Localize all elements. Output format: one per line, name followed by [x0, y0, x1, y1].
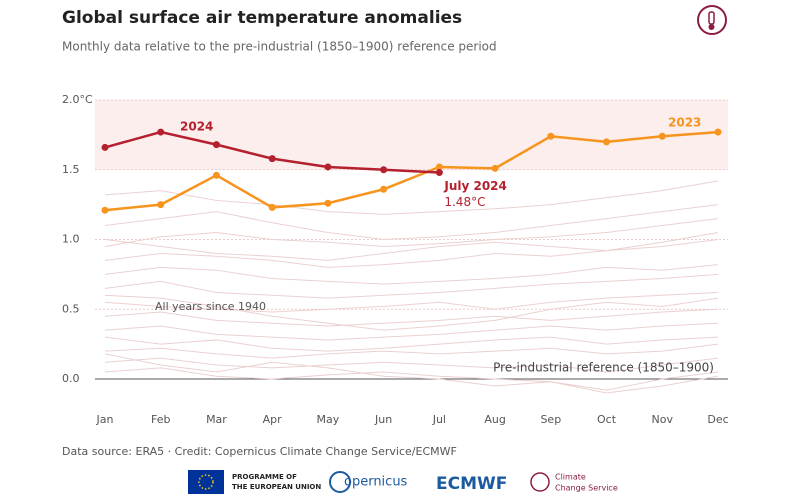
logo-text: Climate: [555, 473, 586, 482]
point: [714, 128, 722, 136]
background-line: [104, 294, 719, 331]
logo-text: THE EUROPEAN UNION: [232, 483, 321, 491]
point: [658, 132, 666, 140]
background-line: [104, 180, 719, 215]
point: [101, 206, 109, 214]
x-tick-label: May: [317, 413, 340, 426]
background-line: [104, 232, 719, 261]
source: Data source: ERA5 · Credit: Copernicus C…: [62, 445, 457, 458]
logo-text: PROGRAMME OF: [232, 473, 297, 481]
background-line: [104, 343, 719, 359]
point: [212, 171, 220, 179]
x-tick-label: Aug: [484, 413, 505, 426]
series-label: 2023: [668, 116, 701, 130]
background-line: [104, 357, 719, 373]
x-tick-label: Feb: [151, 413, 170, 426]
annotation: July 2024: [443, 179, 507, 193]
point: [435, 169, 443, 177]
y-tick-label: 0.5: [62, 302, 80, 315]
background-line: [104, 218, 719, 247]
x-tick-label: Apr: [263, 413, 283, 426]
reference-label: Pre-industrial reference (1850–1900): [493, 361, 714, 375]
point: [491, 164, 499, 172]
y-tick-label: 1.0: [62, 233, 80, 246]
background-line: [104, 264, 719, 285]
x-tick-label: Sep: [540, 413, 561, 426]
shaded-range: [95, 100, 728, 170]
logo-text: Change Service: [555, 484, 618, 493]
x-tick-label: Jul: [432, 413, 446, 426]
point: [603, 138, 611, 146]
background-line: [104, 367, 719, 391]
x-tick-label: Nov: [652, 413, 674, 426]
series-line: [104, 130, 719, 212]
x-tick-label: Dec: [707, 413, 728, 426]
point: [380, 166, 388, 174]
background-line: [104, 308, 719, 327]
x-tick-label: Oct: [597, 413, 617, 426]
x-tick-label: Mar: [206, 413, 227, 426]
logo-text: opernicus: [344, 475, 408, 490]
point: [268, 203, 276, 211]
point: [324, 163, 332, 171]
point: [157, 201, 165, 209]
background-line: [104, 204, 719, 241]
c3s-logo: [697, 5, 727, 35]
series-label: 2024: [180, 120, 213, 134]
point: [380, 185, 388, 193]
background-line: [104, 322, 719, 341]
background-line: [104, 239, 719, 268]
background-line: [104, 292, 719, 313]
chart-title: Global surface air temperature anomalies: [62, 8, 462, 28]
logo-text: ECMWF: [436, 474, 507, 494]
point: [101, 143, 109, 151]
background-line: [104, 353, 719, 394]
chart-subtitle: Monthly data relative to the pre-industr…: [62, 40, 497, 54]
x-tick-label: Jun: [374, 413, 392, 426]
background-label: All years since 1940: [155, 300, 266, 313]
point: [212, 141, 220, 149]
value-label: 1.48°C: [444, 195, 485, 209]
background-line: [104, 273, 719, 299]
point: [157, 128, 165, 136]
x-tick-label: Jan: [96, 413, 114, 426]
logos: PROGRAMME OF THE EUROPEAN UNION opernicu…: [188, 470, 618, 494]
point: [435, 163, 443, 171]
point: [324, 199, 332, 207]
background-line: [104, 336, 719, 352]
y-tick-label: 0.0: [62, 372, 80, 385]
point: [268, 155, 276, 163]
y-tick-label: 2.0°C: [62, 93, 93, 106]
point: [547, 132, 555, 140]
y-tick-label: 1.5: [62, 163, 80, 176]
